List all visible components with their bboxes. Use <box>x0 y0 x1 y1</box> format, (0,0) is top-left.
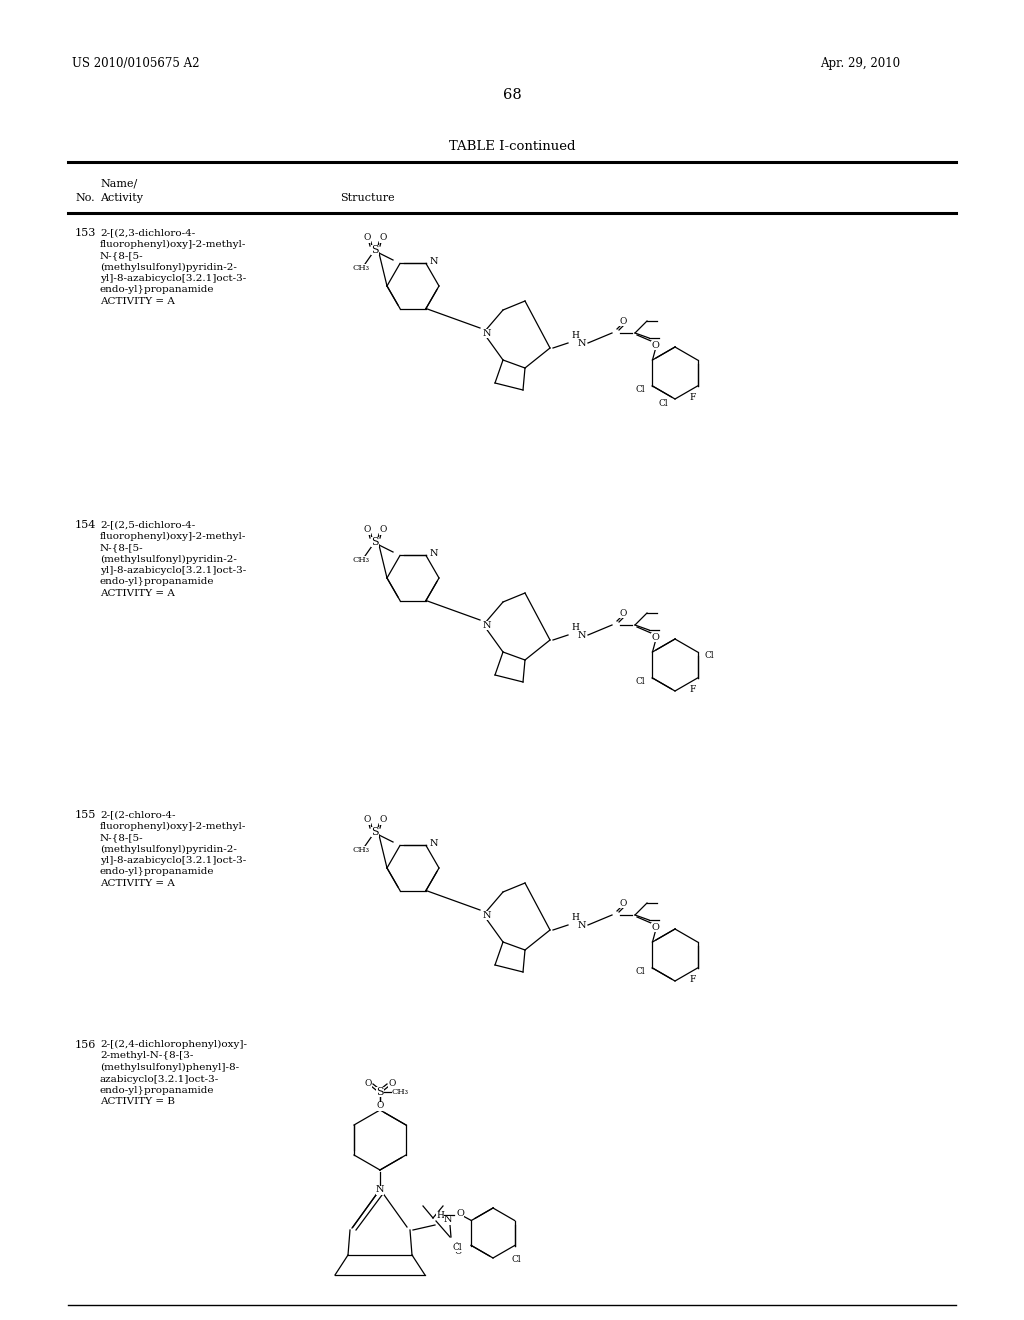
Text: N: N <box>578 920 587 929</box>
Text: O: O <box>455 1247 462 1257</box>
Text: (methylsulfonyl)pyridin-2-: (methylsulfonyl)pyridin-2- <box>100 845 237 854</box>
Text: CH₃: CH₃ <box>391 1088 409 1096</box>
Text: N: N <box>376 1185 384 1195</box>
Text: O: O <box>379 816 387 825</box>
Text: 2-[(2,3-dichloro-4-: 2-[(2,3-dichloro-4- <box>100 228 196 238</box>
Text: (methylsulfonyl)pyridin-2-: (methylsulfonyl)pyridin-2- <box>100 554 237 564</box>
Text: O: O <box>620 609 627 618</box>
Text: S: S <box>371 246 379 255</box>
Text: F: F <box>689 975 695 985</box>
Text: No.: No. <box>75 193 94 203</box>
Text: fluorophenyl)oxy]-2-methyl-: fluorophenyl)oxy]-2-methyl- <box>100 532 247 541</box>
Text: Name/: Name/ <box>100 178 137 187</box>
Text: Cl: Cl <box>658 400 668 408</box>
Text: endo-yl}propanamide: endo-yl}propanamide <box>100 578 214 586</box>
Text: N-{8-[5-: N-{8-[5- <box>100 251 143 260</box>
Text: Activity: Activity <box>100 193 143 203</box>
Text: Cl: Cl <box>636 966 645 975</box>
Text: fluorophenyl)oxy]-2-methyl-: fluorophenyl)oxy]-2-methyl- <box>100 821 247 830</box>
Text: N-{8-[5-: N-{8-[5- <box>100 833 143 842</box>
Text: Cl: Cl <box>453 1243 462 1251</box>
Text: F: F <box>689 393 695 403</box>
Text: S: S <box>371 537 379 546</box>
Text: ACTIVITY = B: ACTIVITY = B <box>100 1097 175 1106</box>
Text: 2-methyl-N-{8-[3-: 2-methyl-N-{8-[3- <box>100 1052 194 1060</box>
Text: US 2010/0105675 A2: US 2010/0105675 A2 <box>72 57 200 70</box>
Text: Cl: Cl <box>705 651 715 660</box>
Text: yl]-8-azabicyclo[3.2.1]oct-3-: yl]-8-azabicyclo[3.2.1]oct-3- <box>100 855 246 865</box>
Text: N: N <box>578 338 587 347</box>
Text: O: O <box>651 923 658 932</box>
Text: N: N <box>430 549 438 558</box>
Text: (methylsulfonyl)pyridin-2-: (methylsulfonyl)pyridin-2- <box>100 263 237 272</box>
Text: H: H <box>571 623 579 631</box>
Text: O: O <box>376 1101 384 1110</box>
Text: S: S <box>376 1086 384 1097</box>
Text: O: O <box>364 525 371 535</box>
Text: N: N <box>443 1216 453 1225</box>
Text: 153: 153 <box>75 228 96 238</box>
Text: 68: 68 <box>503 88 521 102</box>
Text: ACTIVITY = A: ACTIVITY = A <box>100 879 175 888</box>
Text: N: N <box>482 329 492 338</box>
Text: O: O <box>379 234 387 243</box>
Text: Cl: Cl <box>512 1255 521 1265</box>
Text: 2-[(2,4-dichlorophenyl)oxy]-: 2-[(2,4-dichlorophenyl)oxy]- <box>100 1040 247 1049</box>
Text: O: O <box>364 234 371 243</box>
Text: F: F <box>689 685 695 694</box>
Text: CH₃: CH₃ <box>352 556 370 564</box>
Text: 2-[(2,5-dichloro-4-: 2-[(2,5-dichloro-4- <box>100 520 196 529</box>
Text: O: O <box>620 317 627 326</box>
Text: ACTIVITY = A: ACTIVITY = A <box>100 297 175 306</box>
Text: N: N <box>482 620 492 630</box>
Text: O: O <box>364 816 371 825</box>
Text: O: O <box>651 341 658 350</box>
Text: N: N <box>578 631 587 639</box>
Text: endo-yl}propanamide: endo-yl}propanamide <box>100 285 214 294</box>
Text: yl]-8-azabicyclo[3.2.1]oct-3-: yl]-8-azabicyclo[3.2.1]oct-3- <box>100 275 246 282</box>
Text: N: N <box>482 911 492 920</box>
Text: CH₃: CH₃ <box>352 846 370 854</box>
Text: O: O <box>651 632 658 642</box>
Text: O: O <box>379 525 387 535</box>
Text: 156: 156 <box>75 1040 96 1049</box>
Text: N-{8-[5-: N-{8-[5- <box>100 543 143 552</box>
Text: CH₃: CH₃ <box>352 264 370 272</box>
Text: fluorophenyl)oxy]-2-methyl-: fluorophenyl)oxy]-2-methyl- <box>100 239 247 248</box>
Text: H: H <box>571 330 579 339</box>
Text: Structure: Structure <box>340 193 394 203</box>
Text: S: S <box>371 828 379 837</box>
Text: N: N <box>430 257 438 267</box>
Text: endo-yl}propanamide: endo-yl}propanamide <box>100 867 214 876</box>
Text: ACTIVITY = A: ACTIVITY = A <box>100 589 175 598</box>
Text: H: H <box>571 912 579 921</box>
Text: 155: 155 <box>75 810 96 820</box>
Text: 2-[(2-chloro-4-: 2-[(2-chloro-4- <box>100 810 175 818</box>
Text: O: O <box>620 899 627 908</box>
Text: O: O <box>388 1080 395 1089</box>
Text: Apr. 29, 2010: Apr. 29, 2010 <box>820 57 900 70</box>
Text: 154: 154 <box>75 520 96 531</box>
Text: O: O <box>456 1209 464 1217</box>
Text: Cl: Cl <box>636 384 645 393</box>
Text: TABLE I-continued: TABLE I-continued <box>449 140 575 153</box>
Text: O: O <box>365 1080 372 1089</box>
Text: azabicyclo[3.2.1]oct-3-: azabicyclo[3.2.1]oct-3- <box>100 1074 219 1084</box>
Text: yl]-8-azabicyclo[3.2.1]oct-3-: yl]-8-azabicyclo[3.2.1]oct-3- <box>100 566 246 576</box>
Text: Cl: Cl <box>636 676 645 685</box>
Text: (methylsulfonyl)phenyl]-8-: (methylsulfonyl)phenyl]-8- <box>100 1063 240 1072</box>
Text: N: N <box>430 840 438 847</box>
Text: H: H <box>436 1210 444 1220</box>
Text: endo-yl}propanamide: endo-yl}propanamide <box>100 1086 214 1096</box>
